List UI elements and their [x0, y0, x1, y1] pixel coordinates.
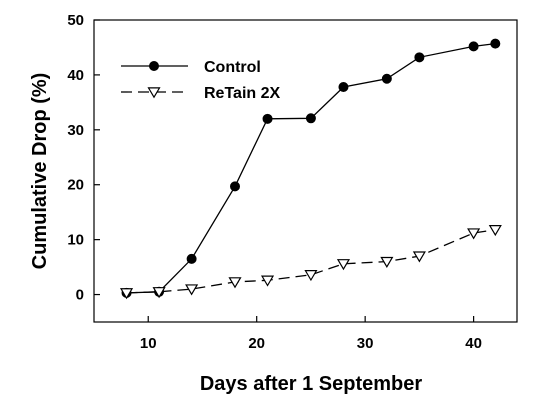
data-point-retain-2x: [185, 284, 199, 296]
x-tick-label: 30: [357, 335, 374, 352]
y-tick-label: 40: [67, 67, 84, 84]
x-tick-label: 20: [248, 335, 265, 352]
data-point-control: [338, 81, 349, 92]
y-tick-label: 30: [67, 122, 84, 139]
legend-label-control: Control: [204, 59, 261, 76]
data-point-control: [230, 181, 240, 192]
ticks-layer: 10 20 30 40 0 10 20 30 40 50: [67, 12, 482, 352]
data-point-control: [468, 41, 479, 52]
data-point-retain-2x: [380, 256, 394, 269]
data-point-retain-2x: [119, 288, 134, 300]
x-tick-label: 40: [465, 335, 482, 352]
series-control: [121, 38, 501, 298]
data-point-retain-2x: [412, 251, 426, 263]
legend-label-retain-2x: ReTain 2X: [204, 85, 281, 102]
data-point-control: [381, 73, 392, 84]
data-point-retain-2x: [260, 275, 275, 287]
data-point-retain-2x: [467, 228, 481, 240]
data-point-control: [490, 38, 501, 49]
series-line-control: [126, 42, 496, 294]
series-line-retain-2x: [126, 229, 496, 294]
y-axis-title: Cumulative Drop (%): [29, 73, 51, 270]
data-point-retain-2x: [488, 225, 502, 237]
data-point-retain-2x: [228, 277, 242, 289]
data-point-control: [414, 52, 425, 63]
data-point-control: [305, 113, 316, 124]
y-tick-label: 50: [67, 12, 84, 29]
data-point-retain-2x: [152, 287, 166, 299]
y-tick-label: 10: [67, 232, 84, 249]
legend-marker-retain-2x: [147, 87, 161, 99]
series-layer: [119, 38, 502, 300]
x-axis-title: Days after 1 September: [200, 373, 423, 395]
data-point-control: [186, 253, 197, 264]
y-tick-label: 0: [76, 287, 84, 304]
legend: Control ReTain 2X: [121, 59, 281, 102]
data-point-retain-2x: [304, 270, 318, 282]
x-tick-label: 10: [140, 335, 157, 352]
series-retain-2x: [119, 225, 502, 300]
legend-marker-control: [149, 61, 159, 71]
plot-frame: [93, 19, 518, 323]
y-tick-label: 20: [67, 177, 84, 194]
data-point-retain-2x: [336, 259, 351, 271]
data-point-control: [262, 113, 273, 124]
